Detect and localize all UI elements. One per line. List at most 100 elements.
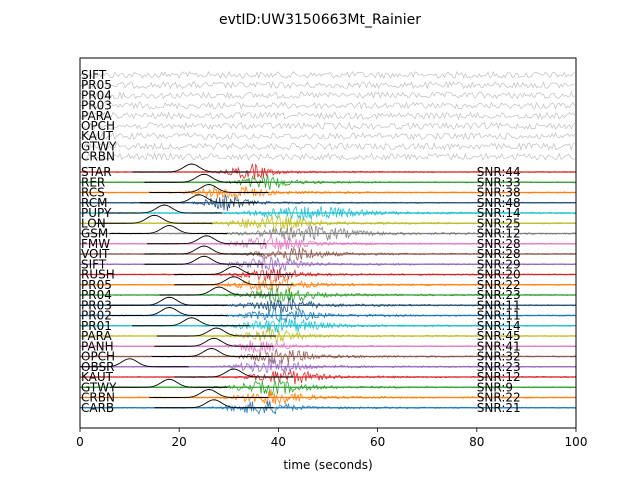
trace-pr05 (79, 276, 576, 293)
trace-waveform (79, 378, 576, 397)
station-label: CARB (81, 401, 114, 415)
pick-curve (109, 296, 228, 306)
noise-trace-crbn (79, 152, 575, 161)
snr-label: SNR:29 (477, 257, 521, 271)
station-label: CRBN (81, 391, 115, 405)
trace-waveform (79, 278, 576, 293)
trace-waveform (79, 268, 576, 283)
station-label: PR04 (81, 288, 112, 302)
pick-curve (174, 368, 294, 378)
noise-trace-para (79, 111, 576, 121)
trace-gtwy (79, 378, 576, 397)
trace-pr02 (79, 307, 576, 324)
trace-waveform (79, 214, 576, 233)
trace-star (79, 163, 576, 180)
station-label: RER (81, 175, 105, 189)
pick-curve (146, 235, 266, 245)
trace-rcm (79, 194, 576, 212)
pick-curve (159, 286, 279, 296)
snr-label: SNR:33 (477, 175, 521, 189)
station-label: VOIT (81, 247, 110, 261)
snr-label: SNR:45 (477, 329, 521, 343)
station-label: OBSR (81, 360, 114, 374)
station-label: GTWY (81, 380, 117, 394)
pick-curve (132, 163, 250, 173)
station-label: PUPY (81, 206, 112, 220)
station-label: PR02 (81, 309, 112, 323)
pick-curve (154, 337, 274, 347)
noise-station-label: SIFT (81, 68, 107, 82)
noise-station-label: CRBN (81, 150, 115, 164)
station-label: KAUT (81, 370, 114, 384)
x-axis-label: time (seconds) (283, 458, 372, 472)
trace-waveform (79, 205, 576, 221)
pick-curve (154, 399, 274, 409)
trace-kaut (79, 368, 576, 385)
noise-station-label: KAUT (81, 129, 114, 143)
pick-curve (149, 184, 269, 193)
noise-station-label: PR04 (81, 88, 112, 102)
snr-label: SNR:9 (477, 380, 513, 394)
station-label: PARA (81, 329, 113, 343)
station-label: FMW (81, 237, 110, 251)
noise-trace-sift (79, 70, 575, 80)
noise-traces (79, 70, 576, 161)
station-label: RUSH (81, 268, 115, 282)
snr-label: SNR:12 (477, 227, 521, 241)
signal-traces (79, 163, 576, 415)
trace-obsr (79, 358, 576, 373)
pick-curve (156, 327, 276, 337)
pick-curve (144, 245, 264, 255)
snr-label: SNR:28 (477, 237, 521, 251)
x-tick-label: 60 (370, 435, 385, 449)
trace-waveform (79, 224, 576, 242)
noise-trace-pr03 (79, 101, 576, 110)
plot-frame (79, 57, 577, 429)
trace-waveform (79, 297, 576, 314)
noise-station-label: PR03 (81, 99, 112, 113)
pick-curve (149, 389, 269, 398)
snr-label: SNR:22 (477, 391, 521, 405)
snr-label: SNR:12 (477, 370, 521, 384)
station-label: OPCH (81, 350, 115, 364)
snr-label: SNR:23 (477, 288, 521, 302)
station-label: GSM (81, 227, 108, 241)
snr-label: SNR:48 (477, 196, 521, 210)
pick-curve (144, 173, 264, 183)
snr-label: SNR:32 (477, 350, 521, 364)
trace-lon (79, 214, 576, 233)
trace-rer (79, 173, 576, 190)
trace-panh (79, 337, 576, 354)
trace-sift (79, 255, 576, 273)
station-label: PR05 (81, 278, 112, 292)
snr-label: SNR:20 (477, 268, 521, 282)
station-label: SIFT (81, 257, 107, 271)
trace-pr01 (79, 316, 576, 333)
pick-curve (94, 214, 213, 224)
station-label: RCS (81, 186, 105, 200)
snr-label: SNR:28 (477, 247, 521, 261)
trace-para (79, 327, 576, 343)
station-labels: SIFTPR05PR04PR03PARAOPCHKAUTGTWYCRBNSTAR… (81, 68, 521, 415)
x-tick-label: 40 (271, 435, 286, 449)
trace-crbn (79, 389, 576, 406)
trace-rcs (79, 184, 576, 200)
pick-curve (174, 276, 294, 286)
snr-label: SNR:14 (477, 319, 521, 333)
snr-label: SNR:44 (477, 165, 521, 179)
trace-carb (79, 399, 576, 415)
snr-label: SNR:41 (477, 339, 521, 353)
trace-rush (79, 266, 576, 283)
trace-pr03 (79, 296, 576, 314)
noise-station-label: PR05 (81, 78, 112, 92)
noise-trace-opch (79, 121, 576, 131)
snr-label: SNR:22 (477, 278, 521, 292)
trace-pupy (79, 204, 576, 221)
station-label: LON (81, 216, 106, 230)
snr-label: SNR:23 (477, 360, 521, 374)
station-label: RCM (81, 196, 107, 210)
noise-station-label: PARA (81, 109, 113, 123)
plot-area: SIFTPR05PR04PR03PARAOPCHKAUTGTWYCRBNSTAR… (79, 57, 577, 429)
station-label: PANH (81, 339, 114, 353)
